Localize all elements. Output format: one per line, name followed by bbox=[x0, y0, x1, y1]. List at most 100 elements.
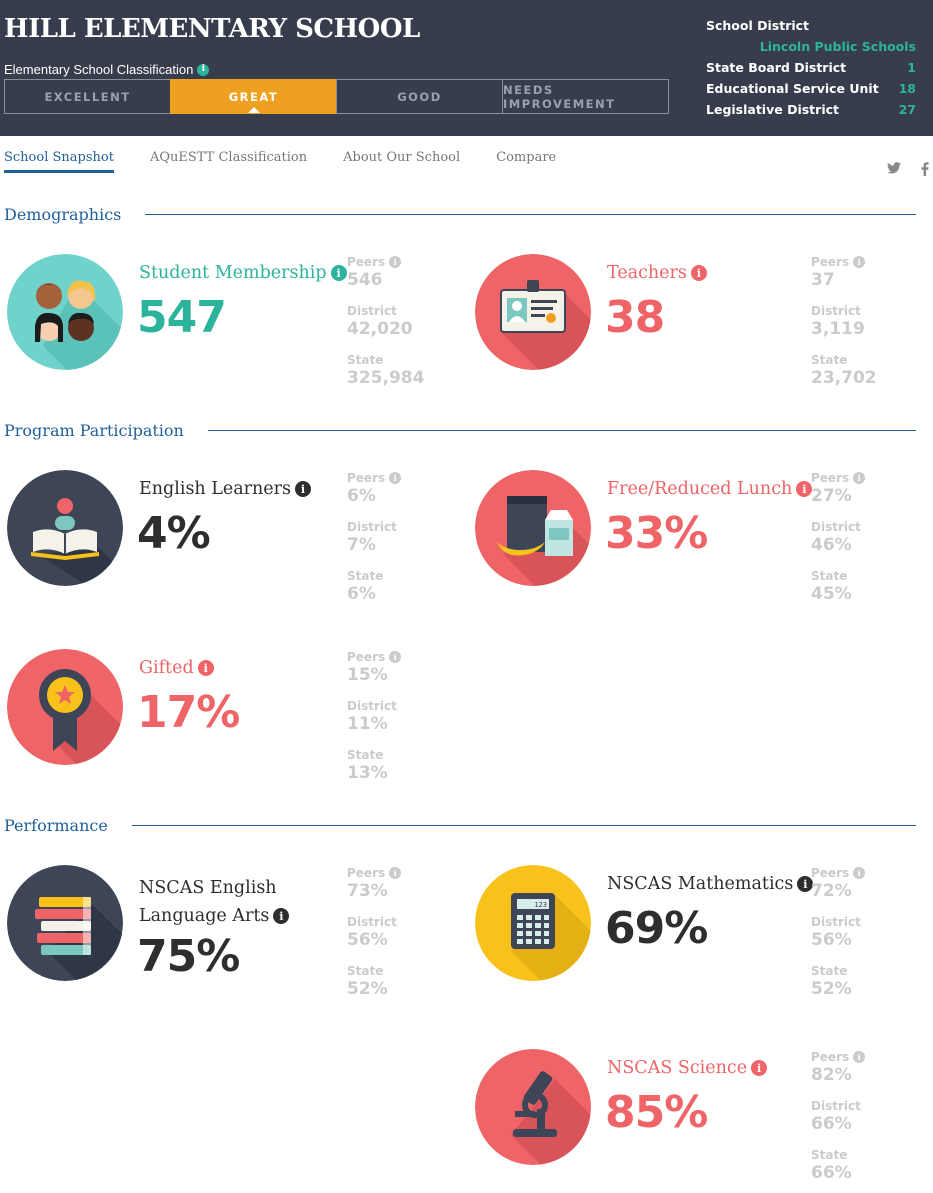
info-icon[interactable]: i bbox=[853, 1051, 866, 1063]
school-name: HILL ELEMENTARY SCHOOL bbox=[4, 14, 420, 44]
peers-value: 37 bbox=[811, 270, 835, 290]
tab-aquestt[interactable]: AQuESTT Classification bbox=[149, 150, 308, 165]
divider bbox=[145, 214, 916, 215]
state-value: 325,984 bbox=[347, 368, 425, 388]
stat-english-learners: English Learners i 4% Peers i 6% District 7%… bbox=[7, 470, 437, 620]
award-ribbon-icon bbox=[7, 649, 123, 765]
state-value: 23,702 bbox=[811, 368, 877, 388]
stat-label: NSCAS Science i bbox=[607, 1058, 768, 1078]
section-title: Demographics bbox=[4, 205, 122, 224]
tab-compare[interactable]: Compare bbox=[496, 150, 557, 165]
peers-label: Peers bbox=[347, 866, 386, 880]
district-label: District bbox=[347, 915, 397, 929]
peers-label: Peers bbox=[811, 1050, 850, 1064]
stat-value: 69% bbox=[605, 903, 708, 954]
info-icon[interactable]: i bbox=[853, 472, 866, 484]
state-label: State bbox=[811, 353, 848, 367]
state-label: State bbox=[811, 569, 848, 583]
section-demographics: Demographics bbox=[4, 205, 916, 224]
district-label: District bbox=[811, 915, 861, 929]
state-label: State bbox=[347, 569, 384, 583]
district-label: District bbox=[811, 520, 861, 534]
comparison-list: Peers i 27% District 46% State 45% bbox=[811, 470, 866, 617]
divider bbox=[131, 825, 916, 826]
info-icon[interactable]: i bbox=[853, 867, 866, 879]
state-label: State bbox=[347, 748, 384, 762]
twitter-icon[interactable] bbox=[887, 162, 901, 174]
info-icon[interactable]: i bbox=[751, 1060, 768, 1076]
state-value: 66% bbox=[811, 1163, 852, 1183]
stat-label: NSCAS Mathematics i bbox=[607, 874, 814, 894]
classification-bar: EXCELLENT GREAT GOOD NEEDS IMPROVEMENT bbox=[4, 79, 669, 114]
district-value: 3,119 bbox=[811, 319, 865, 339]
district-label: District bbox=[347, 699, 397, 713]
stat-label: English Learners i bbox=[139, 479, 312, 499]
district-value: 56% bbox=[347, 930, 388, 950]
district-value: 46% bbox=[811, 535, 852, 555]
stat-value: 85% bbox=[605, 1087, 708, 1138]
stat-value: 75% bbox=[137, 931, 240, 982]
stat-label: Gifted i bbox=[139, 658, 214, 678]
state-value: 13% bbox=[347, 763, 388, 783]
peers-value: 72% bbox=[811, 881, 852, 901]
stat-teachers: Teachers i 38 Peers i 37 District 3,119 Stat… bbox=[475, 254, 905, 404]
state-label: State bbox=[811, 1148, 848, 1162]
info-icon[interactable]: i bbox=[389, 651, 402, 663]
tab-school-snapshot[interactable]: School Snapshot bbox=[4, 150, 114, 173]
stat-nscas-science: NSCAS Science i 85% Peers i 82% District 66%… bbox=[475, 1049, 905, 1189]
district-value: 11% bbox=[347, 714, 388, 734]
tab-about[interactable]: About Our School bbox=[343, 150, 461, 165]
district-label: District bbox=[347, 520, 397, 534]
info-icon[interactable]: i bbox=[797, 876, 814, 892]
peers-label: Peers bbox=[347, 255, 386, 269]
state-label: State bbox=[347, 964, 384, 978]
classification-label: Elementary School Classification i bbox=[4, 62, 210, 77]
district-value: 56% bbox=[811, 930, 852, 950]
stat-value: 33% bbox=[605, 508, 708, 559]
state-label: State bbox=[811, 964, 848, 978]
comparison-list: Peers i 37 District 3,119 State 23,702 bbox=[811, 254, 877, 401]
school-district-link[interactable]: Lincoln Public Schools bbox=[759, 39, 916, 54]
info-icon[interactable]: i bbox=[389, 256, 402, 268]
info-icon[interactable]: i bbox=[690, 265, 707, 281]
peers-value: 73% bbox=[347, 881, 388, 901]
info-icon[interactable]: i bbox=[853, 256, 866, 268]
books-stack-icon bbox=[7, 865, 123, 981]
district-value: 42,020 bbox=[347, 319, 413, 339]
state-label: State bbox=[347, 353, 384, 367]
info-icon[interactable]: i bbox=[295, 481, 312, 497]
classification-excellent: EXCELLENT bbox=[4, 79, 171, 114]
lunch-bag-icon bbox=[475, 470, 591, 586]
peers-value: 15% bbox=[347, 665, 388, 685]
peers-label: Peers bbox=[811, 471, 850, 485]
info-icon[interactable]: i bbox=[197, 63, 210, 76]
classification-good: GOOD bbox=[336, 79, 503, 114]
classification-needs-improvement: NEEDS IMPROVEMENT bbox=[502, 79, 669, 114]
info-icon[interactable]: i bbox=[796, 481, 813, 497]
calculator-icon: 123 bbox=[475, 865, 591, 981]
peers-value: 6% bbox=[347, 486, 376, 506]
stat-value: 17% bbox=[137, 687, 240, 738]
comparison-list: Peers i 6% District 7% State 6% bbox=[347, 470, 402, 617]
stat-student-membership: Student Membership i 547 Peers i 546 Distri… bbox=[7, 254, 437, 404]
microscope-icon bbox=[475, 1049, 591, 1165]
info-icon[interactable]: i bbox=[389, 867, 402, 879]
info-icon[interactable]: i bbox=[273, 908, 290, 924]
stat-label: NSCAS English Language Arts i bbox=[139, 874, 290, 930]
stat-value: 38 bbox=[605, 292, 665, 343]
district-info: School District Lincoln Public Schools S… bbox=[706, 15, 916, 120]
info-icon[interactable]: i bbox=[389, 472, 402, 484]
section-title: Performance bbox=[4, 816, 108, 835]
esu-label: Educational Service Unit bbox=[706, 81, 879, 96]
reader-book-icon bbox=[7, 470, 123, 586]
stat-label: Free/Reduced Lunch i bbox=[607, 479, 813, 499]
peers-label: Peers bbox=[811, 866, 850, 880]
info-icon[interactable]: i bbox=[197, 660, 214, 676]
esu-value: 18 bbox=[898, 81, 916, 96]
state-value: 45% bbox=[811, 584, 852, 604]
facebook-icon[interactable] bbox=[921, 162, 929, 176]
info-icon[interactable]: i bbox=[330, 265, 347, 281]
legislative-label: Legislative District bbox=[706, 102, 839, 117]
peers-label: Peers bbox=[811, 255, 850, 269]
state-value: 52% bbox=[811, 979, 852, 999]
